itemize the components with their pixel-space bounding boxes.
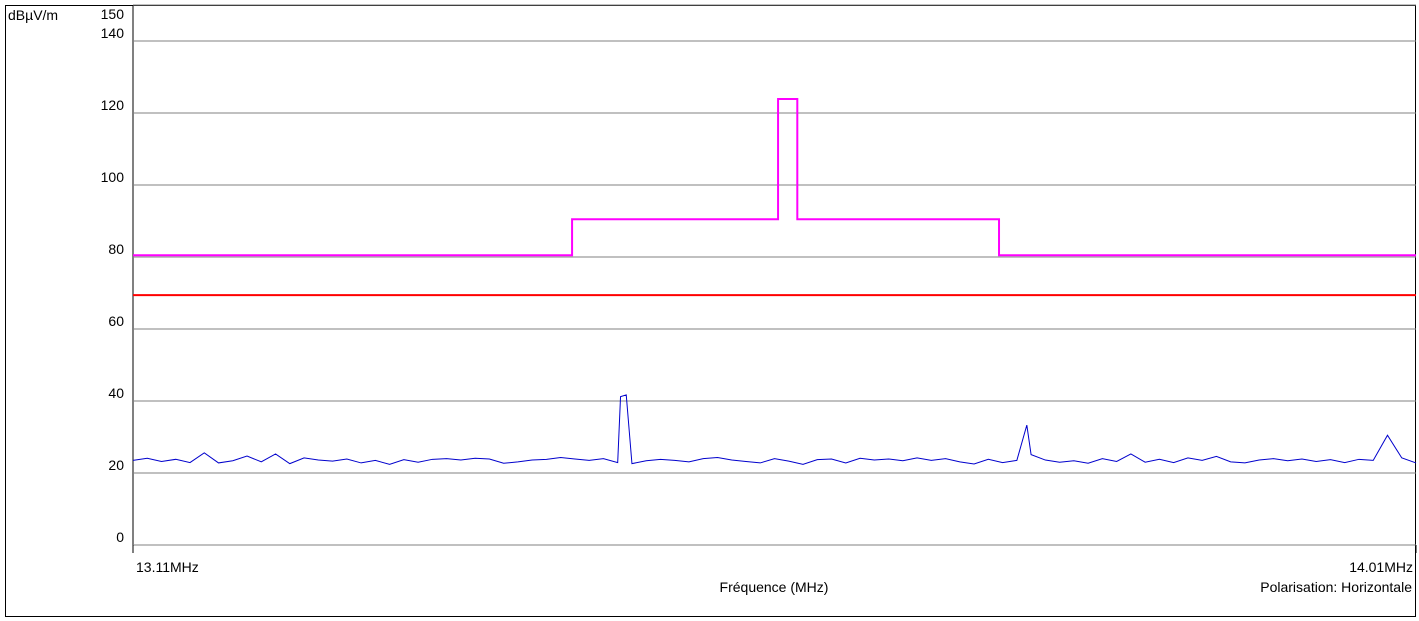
y-tick-label: 20 — [108, 457, 124, 473]
y-tick-label: 80 — [108, 241, 124, 257]
y-tick-label: 100 — [101, 169, 125, 185]
x-tick-label: 14.01MHz — [1349, 559, 1413, 575]
y-tick-label: 60 — [108, 313, 124, 329]
y-axis-label: dBµV/m — [8, 7, 58, 23]
y-tick-label: 120 — [101, 97, 125, 113]
frame — [5, 5, 1416, 617]
x-axis-label: Fréquence (MHz) — [720, 579, 829, 595]
x-tick-label: 13.11MHz — [136, 559, 199, 575]
polarisation-note: Polarisation: Horizontale — [1260, 579, 1412, 595]
series-line — [133, 97, 1416, 257]
series-line — [132, 394, 1417, 465]
y-tick-label: 40 — [108, 385, 124, 401]
y-tick-label: 0 — [116, 529, 124, 545]
y-tick-label: 150 — [101, 6, 125, 22]
y-tick-label: 140 — [101, 25, 125, 41]
